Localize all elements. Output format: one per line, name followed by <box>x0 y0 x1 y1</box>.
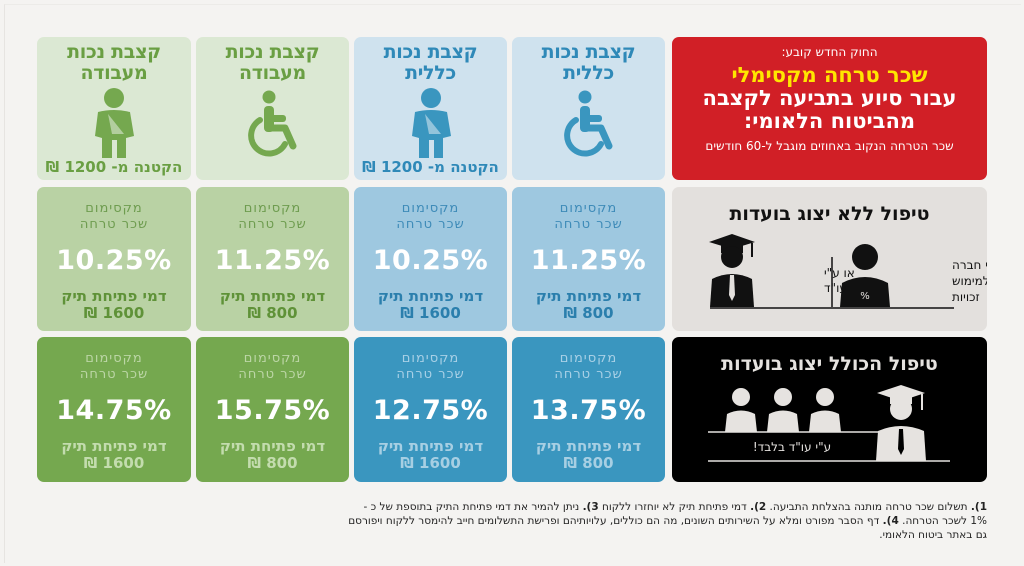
opening-fee-label: דמי פתיחת תיק <box>377 287 484 305</box>
fee-cell: מקסימום שכר טרחה 12.75% דמי פתיחת תיק 160… <box>354 337 507 482</box>
company-and-lawyer-illustration: % או ע"י עו"ד ע"י חברה למימוש זכויות <box>709 234 987 309</box>
max-fee-label: מקסימום שכר טרחה <box>238 201 307 232</box>
graduate-lawyer-icon <box>876 385 926 461</box>
opening-fee-label: דמי פתיחת תיק <box>219 287 326 305</box>
opening-fee-label: דמי פתיחת תיק <box>219 437 326 455</box>
category-title-line1: קצבת נכות <box>67 41 161 63</box>
max-fee-label: מקסימום שכר טרחה <box>396 201 465 232</box>
opening-fee-label: דמי פתיחת תיק <box>61 437 167 455</box>
opening-fee-amount: 1600 ₪ <box>83 454 145 472</box>
max-fee-percent: 14.75% <box>56 395 172 426</box>
headline-highlight: שכר טרחה מקסימלי <box>731 63 928 87</box>
max-fee-percent: 10.25% <box>56 245 172 276</box>
max-fee-label: מקסימום שכר טרחה <box>554 201 623 232</box>
opening-fee-amount: 1600 ₪ <box>400 304 461 322</box>
company-label-line1: ע"י חברה <box>952 258 987 272</box>
opening-fee-amount: 800 ₪ <box>247 454 298 472</box>
page-frame <box>4 4 1021 563</box>
headline-line2: מהביטוח הלאומי: <box>743 109 916 133</box>
reduction-note: הקטנה מ- 1200 ₪ <box>45 158 183 176</box>
committee-illustration: ע"י עו"ד בלבד! <box>708 385 950 462</box>
max-fee-percent: 15.75% <box>214 395 331 426</box>
max-fee-percent: 11.25% <box>214 245 331 276</box>
opening-fee-label: דמי פתיחת תיק <box>61 287 167 305</box>
panel-title: טיפול ללא יצוג בועדות <box>729 203 930 225</box>
company-label-line2: למימוש <box>952 274 987 288</box>
category-title-line2: כללית <box>405 62 456 84</box>
reduction-note: הקטנה מ- 1200 ₪ <box>362 158 499 176</box>
wheelchair-icon <box>512 88 665 158</box>
fee-cell: מקסימום שכר טרחה 14.75% דמי פתיחת תיק 160… <box>37 337 191 482</box>
opening-fee-label: דמי פתיחת תיק <box>535 287 642 305</box>
category-title-line2: מעבודה <box>239 62 306 84</box>
opening-fee-amount: 800 ₪ <box>563 304 614 322</box>
lawyer-label-line2: עו"ד <box>824 281 847 295</box>
footnotes: 1). תשלום שכר טרחה מותנה בהצלחת התביעה. … <box>347 500 987 542</box>
max-fee-label: מקסימום שכר טרחה <box>396 351 465 382</box>
lawyer-label-line1: או ע"י <box>824 266 855 280</box>
injured-person-icon <box>354 88 507 158</box>
footnote-number: 3). <box>582 501 599 513</box>
fee-cell: מקסימום שכר טרחה 13.75% דמי פתיחת תיק 800… <box>512 337 665 482</box>
footnote-number: 4). <box>882 515 899 527</box>
opening-fee-amount: 800 ₪ <box>563 454 614 472</box>
footnote-text: דמי פתיחת תיק לא יוחזרו ללקוח <box>598 501 751 513</box>
panel-title: טיפול הכולל יצוג בועדות <box>721 353 938 375</box>
lawyer-only-label: ע"י עו"ד בלבד! <box>753 440 831 454</box>
fee-cell: מקסימום שכר טרחה 10.25% דמי פתיחת תיק 160… <box>37 187 191 331</box>
footnote-text: דף הסבר מפורט ומלא על השירותים השונים, מ… <box>348 515 987 541</box>
category-title-line2: כללית <box>563 62 614 84</box>
headline-line1: עבור סיוע בתביעה לקצבה <box>702 86 957 110</box>
committee-members-icon <box>725 388 841 432</box>
category-title-line1: קצבת נכות <box>541 41 636 63</box>
fee-cell: מקסימום שכר טרחה 15.75% דמי פתיחת תיק 800… <box>196 337 349 482</box>
max-fee-percent: 11.25% <box>530 245 647 276</box>
opening-fee-label: דמי פתיחת תיק <box>377 437 484 455</box>
category-title-line2: מעבודה <box>80 62 148 84</box>
max-fee-label: מקסימום שכר טרחה <box>79 201 149 232</box>
category-work-wheelchair: קצבת נכות מעבודה <box>196 37 349 180</box>
wheelchair-icon <box>196 88 349 158</box>
fee-cell: מקסימום שכר טרחה 11.25% דמי פתיחת תיק 800… <box>512 187 665 331</box>
max-fee-percent: 12.75% <box>372 395 489 426</box>
category-general-wheelchair: קצבת נכות כללית <box>512 37 665 180</box>
panel-no-representation: טיפול ללא יצוג בועדות % או ע"י עו"ד ע"י … <box>672 187 987 331</box>
fee-cell: מקסימום שכר טרחה 10.25% דמי פתיחת תיק 160… <box>354 187 507 331</box>
fee-cell: מקסימום שכר טרחה 11.25% דמי פתיחת תיק 800… <box>196 187 349 331</box>
max-fee-percent: 10.25% <box>372 245 489 276</box>
headline-subtext: שכר הטרחה הנקוב באחוזים מוגבל ל-60 חודשי… <box>705 139 954 153</box>
footnote-text: ניתן להמיר את דמי פתיחת התיק בתוספת של כ… <box>363 501 987 527</box>
svg-text:%: % <box>860 291 870 302</box>
max-fee-label: מקסימום שכר טרחה <box>238 351 307 382</box>
opening-fee-amount: 1600 ₪ <box>83 304 145 322</box>
category-general-injured: קצבת נכות כללית הקטנה מ- 1200 ₪ <box>354 37 507 180</box>
percent-person-icon: % <box>840 244 890 307</box>
opening-fee-label: דמי פתיחת תיק <box>535 437 642 455</box>
footnote-number: 1). <box>970 501 987 513</box>
category-work-injured: קצבת נכות מעבודה הקטנה מ- 1200 ₪ <box>37 37 191 180</box>
injured-person-icon <box>37 88 191 158</box>
footnote-number: 2). <box>750 501 767 513</box>
law-header-panel: החוק החדש קובע: שכר טרחה מקסימלי עבור סי… <box>672 37 987 180</box>
opening-fee-amount: 800 ₪ <box>247 304 298 322</box>
graduate-lawyer-icon <box>709 234 755 307</box>
panel-with-representation: טיפול הכולל יצוג בועדות ע"י עו"ד בלבד! <box>672 337 987 482</box>
max-fee-label: מקסימום שכר טרחה <box>554 351 623 382</box>
max-fee-percent: 13.75% <box>530 395 647 426</box>
footnote-text: תשלום שכר טרחה מותנה בהצלחת התביעה. <box>766 501 971 513</box>
max-fee-label: מקסימום שכר טרחה <box>79 351 149 382</box>
company-label-line3: זכויות <box>952 290 980 304</box>
category-title-line1: קצבת נכות <box>383 41 478 63</box>
opening-fee-amount: 1600 ₪ <box>400 454 461 472</box>
law-kicker: החוק החדש קובע: <box>781 45 878 59</box>
category-title-line1: קצבת נכות <box>225 41 320 63</box>
